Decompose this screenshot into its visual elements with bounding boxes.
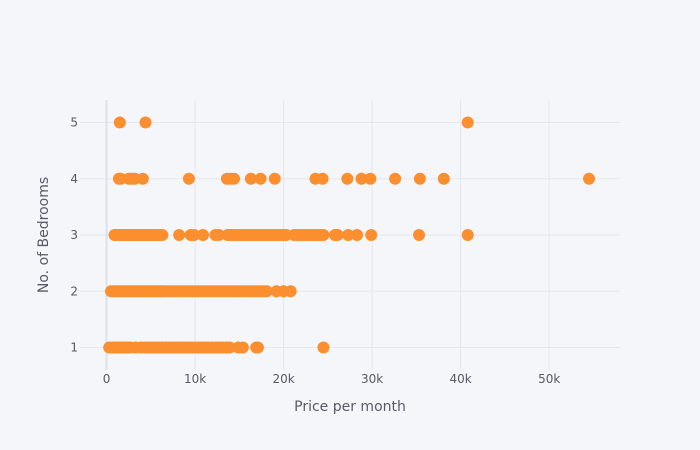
data-point	[331, 229, 344, 241]
data-point	[244, 172, 257, 185]
data-point	[251, 341, 264, 354]
x-tick-label: 30k	[361, 372, 383, 386]
y-tick-label: 1	[70, 341, 78, 355]
data-point	[268, 172, 281, 185]
data-point	[284, 285, 297, 298]
data-point	[182, 172, 195, 185]
data-point	[173, 229, 186, 241]
y-tick-label: 2	[70, 284, 78, 298]
x-tick-label: 0	[103, 372, 111, 386]
data-point	[317, 229, 330, 241]
data-point	[364, 172, 377, 185]
data-point	[316, 172, 329, 185]
data-point	[355, 172, 368, 185]
x-tick-label: 40k	[450, 372, 472, 386]
data-point	[254, 172, 267, 185]
data-point	[317, 341, 330, 354]
data-point	[351, 229, 364, 241]
data-point	[188, 229, 201, 241]
x-tick-label: 10k	[184, 372, 206, 386]
data-point	[113, 116, 126, 129]
data-point	[136, 172, 149, 185]
x-tick-label: 50k	[538, 372, 560, 386]
data-point	[223, 341, 236, 354]
data-point	[341, 172, 354, 185]
data-point	[228, 172, 241, 185]
x-tick-label: 20k	[272, 372, 294, 386]
x-axis-ticks: 0 10k 20k 30k 40k 50k	[103, 372, 561, 386]
data-point	[413, 229, 426, 241]
data-point	[389, 172, 402, 185]
data-point	[139, 116, 152, 129]
data-point	[236, 341, 249, 354]
data-point	[342, 229, 355, 241]
data-point	[197, 229, 210, 241]
data-point	[437, 172, 450, 185]
y-tick-label: 5	[70, 116, 78, 130]
data-point	[461, 229, 474, 241]
data-point	[212, 229, 225, 241]
y-axis-ticks: 1 2 3 4 5	[70, 116, 78, 355]
x-axis-title: Price per month	[294, 399, 406, 415]
y-tick-label: 3	[70, 228, 78, 242]
y-axis-title: No. of Bedrooms	[36, 177, 52, 293]
data-point	[156, 229, 169, 241]
data-point	[260, 285, 273, 298]
data-point	[461, 116, 474, 129]
data-points	[103, 116, 596, 354]
y-tick-label: 4	[70, 172, 78, 186]
data-point	[583, 172, 596, 185]
data-point	[365, 229, 378, 241]
data-point	[413, 172, 426, 185]
